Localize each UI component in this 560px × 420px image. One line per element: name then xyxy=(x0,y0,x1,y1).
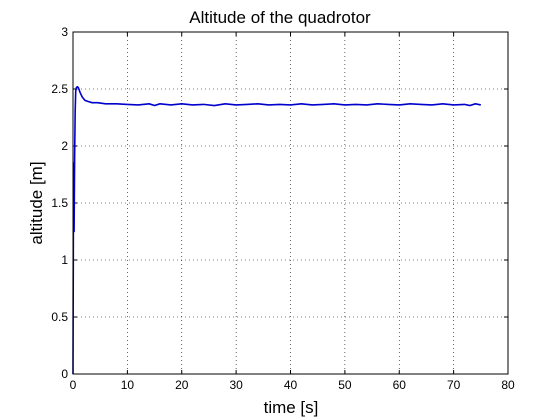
chart-title: Altitude of the quadrotor xyxy=(189,8,371,27)
series-layer xyxy=(72,85,481,375)
altitude-series-line xyxy=(72,85,481,375)
x-tick-label: 40 xyxy=(284,378,298,392)
y-tick-label: 2.5 xyxy=(51,82,68,96)
y-tick-label: 1.5 xyxy=(51,196,68,210)
y-tick-label: 0.5 xyxy=(51,310,68,324)
x-tick-label: 80 xyxy=(501,378,515,392)
x-tick-label: 0 xyxy=(70,378,77,392)
y-tick-label: 2 xyxy=(61,139,68,153)
plot-area xyxy=(73,32,508,374)
x-tick-label: 70 xyxy=(447,378,461,392)
x-tick-label: 20 xyxy=(175,378,189,392)
grid xyxy=(73,32,508,374)
y-tick-label: 0 xyxy=(61,367,68,381)
y-tick-label: 1 xyxy=(61,253,68,267)
x-tick-label: 30 xyxy=(229,378,243,392)
y-tick-label: 3 xyxy=(61,25,68,39)
x-tick-label: 50 xyxy=(338,378,352,392)
y-axis-label: altitude [m] xyxy=(27,161,46,244)
x-tick-label: 10 xyxy=(121,378,135,392)
x-axis-label: time [s] xyxy=(264,398,319,417)
plot-frame xyxy=(72,31,509,375)
tick-labels: 0 10 20 30 40 50 60 70 80 0 0.5 1 1.5 2 2.5 3 xyxy=(51,25,515,392)
x-tick-label: 60 xyxy=(393,378,407,392)
